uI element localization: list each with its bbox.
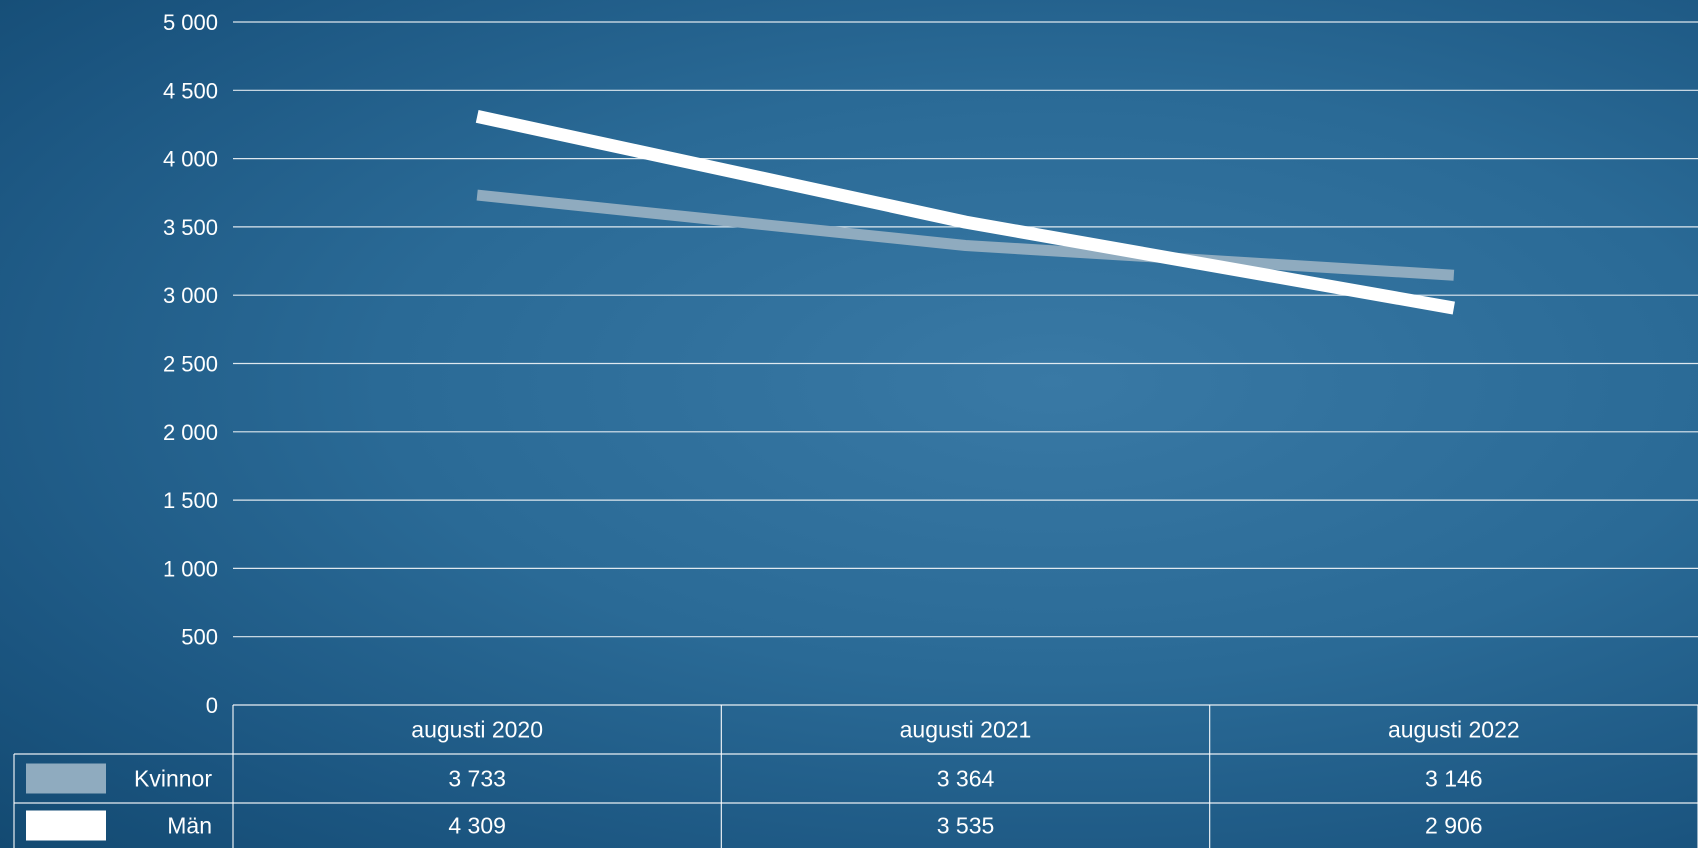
y-tick-label: 3 000 [163,283,218,308]
y-axis-tick-labels: 0 500 1 000 1 500 2 000 2 500 3 000 3 500 4 000 4… [163,10,218,718]
table-value-cell: 3 733 [448,766,506,792]
legend-swatch [26,810,106,841]
series-lines [475,110,1455,315]
y-tick-label: 2 000 [163,420,218,445]
y-tick-label: 2 500 [163,352,218,377]
x-category-label: augusti 2021 [900,717,1032,743]
table-value-cell: 3 364 [937,766,995,792]
y-tick-label: 5 000 [163,10,218,35]
y-tick-label: 1 000 [163,556,218,581]
y-tick-label: 0 [206,693,218,718]
table-value-cell: 3 535 [937,813,995,839]
series-line-1 [475,110,1455,315]
legend-swatch [26,763,106,794]
data-table: augusti 2020 augusti 2021 augusti 2022 Kvin… [13,704,1698,848]
series-line-0 [476,189,1455,281]
x-category-label: augusti 2022 [1388,717,1520,743]
y-tick-label: 500 [181,625,218,650]
table-value-cell: 3 146 [1425,766,1483,792]
y-tick-label: 3 500 [163,215,218,240]
legend-series-name: Kvinnor [134,766,212,792]
y-tick-label: 4 000 [163,147,218,172]
x-category-label: augusti 2020 [411,717,543,743]
gridlines [233,21,1698,638]
y-tick-label: 1 500 [163,488,218,513]
legend-series-name: Män [167,813,212,839]
table-value-cell: 2 906 [1425,813,1483,839]
y-tick-label: 4 500 [163,78,218,103]
table-value-cell: 4 309 [448,813,506,839]
